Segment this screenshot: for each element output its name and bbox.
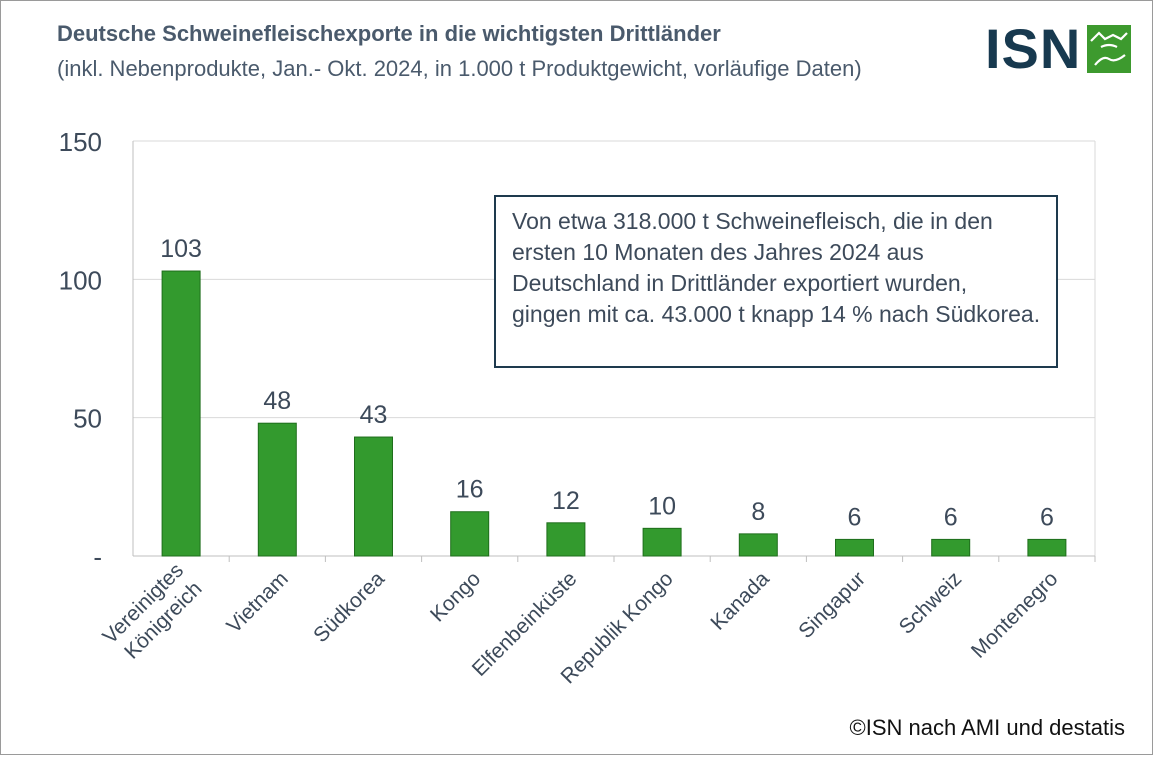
y-tick-label: 50 xyxy=(73,404,102,434)
data-label: 6 xyxy=(944,503,958,531)
bar xyxy=(161,270,201,557)
data-label: 43 xyxy=(360,401,388,429)
y-tick-label: - xyxy=(93,542,102,572)
logo-text: ISN xyxy=(985,17,1082,80)
data-label: 12 xyxy=(552,487,580,515)
bar xyxy=(450,511,490,557)
data-label: 16 xyxy=(456,476,484,504)
bar xyxy=(257,422,297,557)
source-note: ©ISN nach AMI und destatis xyxy=(849,715,1125,740)
x-tick-label: Kanada xyxy=(706,567,774,635)
bar xyxy=(546,522,586,557)
logo-pig-icon xyxy=(1087,25,1132,73)
info-callout: Von etwa 318.000 t Schweinefleisch, die … xyxy=(494,195,1058,368)
y-tick-label: 150 xyxy=(59,127,102,157)
bar xyxy=(931,538,971,557)
x-tick-label: Kongo xyxy=(426,567,485,626)
data-label: 6 xyxy=(1040,503,1054,531)
x-tick-label: Singapur xyxy=(794,567,870,643)
chart-title: Deutsche Schweinefleischexporte in die w… xyxy=(57,21,721,46)
data-label: 103 xyxy=(160,235,202,263)
bar xyxy=(642,527,682,557)
isn-logo: ISN xyxy=(985,17,1132,80)
bar xyxy=(1027,538,1067,557)
data-label: 8 xyxy=(751,498,765,526)
x-tick-label: Montenegro xyxy=(967,567,1063,663)
chart-subtitle: (inkl. Nebenprodukte, Jan.- Okt. 2024, i… xyxy=(57,56,862,81)
data-label: 6 xyxy=(848,503,862,531)
bar xyxy=(354,436,393,557)
y-tick-label: 100 xyxy=(59,265,102,295)
x-tick-label: Vietnam xyxy=(222,567,292,637)
bar xyxy=(835,538,874,557)
x-tick-label: Schweiz xyxy=(895,567,967,639)
x-tick-label: VereinigtesKönigreich xyxy=(98,559,206,667)
data-label: 48 xyxy=(263,387,291,415)
x-tick-label: Südkorea xyxy=(309,567,389,647)
data-label: 10 xyxy=(648,492,676,520)
bar xyxy=(738,533,778,557)
